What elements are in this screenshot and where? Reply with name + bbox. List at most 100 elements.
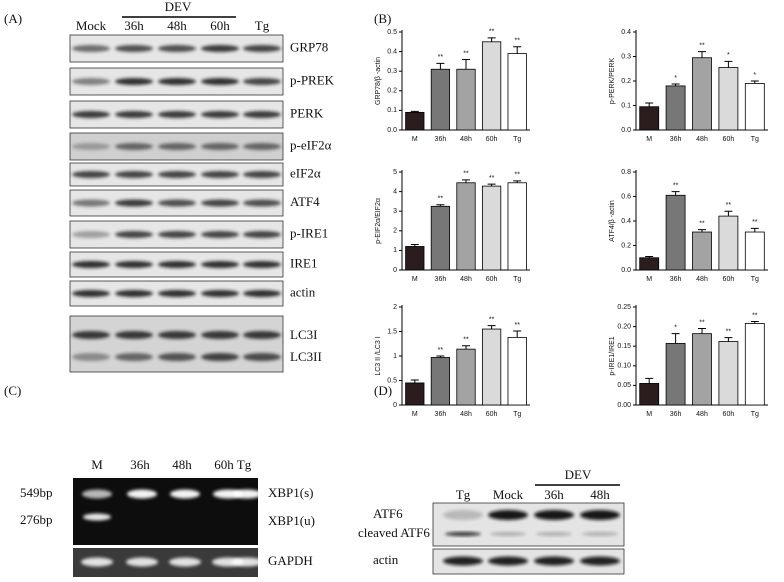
row-label: ATF4: [290, 194, 320, 209]
y-tick-label: 2: [393, 304, 397, 311]
bar: [430, 205, 451, 271]
band: [488, 510, 528, 520]
significance: *: [674, 324, 677, 331]
y-axis-label: p-IRE1/IRE1: [609, 336, 616, 375]
y-tick-label: 0.00: [617, 402, 631, 409]
band: [115, 261, 153, 268]
bar: [744, 231, 765, 271]
y-tick-label: 0.0: [621, 127, 631, 134]
band: [115, 111, 153, 118]
significance: **: [489, 316, 495, 323]
bar: [405, 111, 425, 131]
blot: [69, 315, 284, 373]
lane-label: Mock: [76, 18, 107, 33]
error-bar: [487, 325, 496, 330]
band: [201, 353, 239, 361]
error-bar: [487, 37, 496, 42]
y-tick-label: 0.4: [621, 29, 631, 36]
error-bar: [410, 110, 419, 113]
band: [158, 143, 196, 150]
error-bar: [645, 256, 654, 258]
band: [72, 199, 110, 207]
bar: [481, 328, 502, 406]
band: [115, 78, 153, 85]
band: [243, 331, 281, 339]
lane-label: 60h: [214, 457, 234, 472]
marker-label: 276bp: [20, 512, 53, 527]
significance: **: [699, 319, 705, 326]
marker-label: 549bp: [20, 485, 53, 500]
band: [72, 111, 110, 118]
row-label: GRP78: [290, 39, 328, 54]
y-tick-label: 0.2: [387, 88, 397, 95]
band: [201, 331, 239, 339]
band: [201, 199, 239, 207]
y-tick-label: 0.15: [617, 343, 631, 350]
x-tick-label: M: [412, 136, 418, 143]
bar: [718, 215, 739, 271]
x-tick-label: 48h: [460, 136, 472, 143]
error-bar: [410, 379, 419, 383]
band: [158, 290, 196, 297]
group-label: DEV: [165, 0, 192, 14]
significance: **: [514, 322, 520, 329]
bar: [718, 341, 739, 406]
band: [243, 231, 281, 238]
x-tick-label: Tg: [751, 276, 759, 283]
band: [115, 199, 153, 207]
x-tick-label: M: [646, 276, 652, 283]
x-tick-label: Tg: [751, 411, 759, 418]
error-bar: [436, 204, 445, 207]
y-tick-label: 0.8: [621, 169, 631, 176]
error-bar: [487, 183, 496, 187]
y-tick-label: 0.2: [621, 78, 631, 85]
x-tick-label: Tg: [513, 276, 521, 283]
significance: **: [438, 347, 444, 354]
y-tick-label: 0.3: [387, 68, 397, 75]
bar: [639, 383, 660, 406]
error-bar: [462, 345, 470, 350]
y-tick-label: 1: [393, 353, 397, 360]
band: [72, 331, 110, 339]
band: [115, 331, 153, 339]
band: [115, 231, 153, 238]
error-bar: [750, 227, 759, 233]
error-bar: [724, 337, 733, 342]
significance: **: [699, 220, 705, 227]
significance: **: [438, 54, 444, 61]
error-bar: [698, 328, 706, 334]
lane-label: 60h: [210, 18, 230, 33]
band: [158, 171, 196, 178]
y-tick-label: 0.25: [617, 304, 631, 311]
bar: [430, 68, 451, 131]
y-axis-label: ATF4/β -actin: [609, 200, 616, 242]
row-label: IRE1: [290, 255, 317, 270]
band: [83, 513, 111, 521]
bar: [744, 323, 765, 406]
band: [582, 532, 618, 536]
y-tick-label: 2: [393, 228, 397, 235]
y-tick-label: 0: [393, 267, 397, 274]
x-tick-label: Tg: [513, 411, 521, 418]
error-bar: [462, 179, 470, 183]
row-label: PERK: [290, 105, 324, 120]
band: [243, 353, 281, 361]
band: [534, 510, 574, 520]
lane-label: Tg: [237, 457, 252, 472]
error-bar: [645, 102, 654, 107]
band: [169, 557, 201, 567]
error-bar: [513, 330, 522, 338]
band: [243, 45, 281, 52]
y-axis-label: GRP78/β -actin: [375, 57, 382, 105]
significance: **: [673, 182, 679, 189]
y-axis-label: p-PERK/PERK: [609, 58, 616, 105]
band: [201, 231, 239, 238]
band: [243, 261, 281, 268]
lane-label: 36h: [124, 18, 144, 33]
band-label: GAPDH: [268, 553, 313, 568]
band: [243, 171, 281, 178]
bar: [665, 194, 686, 271]
y-tick-label: 0.4: [387, 48, 397, 55]
x-tick-label: 60h: [486, 411, 498, 418]
band: [490, 532, 526, 536]
